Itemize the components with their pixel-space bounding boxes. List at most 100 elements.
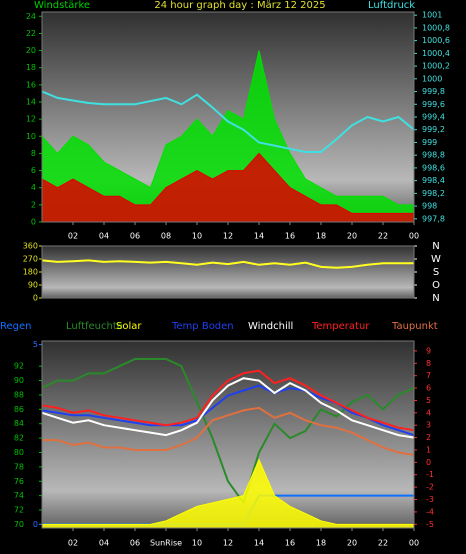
legend-label: Taupunkt [391, 321, 438, 332]
y2-tick-label: 1000 [422, 74, 442, 83]
x-tick-label: 00 [409, 539, 419, 548]
y-tick-label: 92 [14, 362, 24, 371]
y-tick-label: 2 [31, 200, 36, 209]
y-tick-label: 180 [23, 268, 38, 277]
y-tick-label: 6 [31, 166, 36, 175]
x-tick-label: 14 [254, 232, 264, 241]
series-line [41, 358, 415, 506]
y-tick-label: 88 [14, 390, 24, 399]
y2-tick-label: -4 [426, 507, 434, 516]
y-tick-label: 84 [14, 419, 24, 428]
x-tick-label: 02 [68, 232, 78, 241]
y2-tick-label: 5 [426, 396, 431, 405]
chart-title: 24 hour graph day : März 12 2025 [154, 0, 325, 11]
plot-area [42, 341, 414, 528]
x-tick-label: 18 [316, 232, 326, 241]
x-tick-label: 12 [223, 232, 233, 241]
y2-tick-label: -5 [426, 520, 434, 529]
y2-tick-label: 3 [426, 421, 431, 430]
y2-tick-label: 7 [426, 371, 431, 380]
y2-tick-label: 999 [422, 138, 437, 147]
y-tick-label: 14 [26, 98, 36, 107]
legend-label: Regen [0, 321, 32, 332]
y-tick-label: 76 [14, 477, 24, 486]
x-tick-label: 02 [68, 539, 78, 548]
x-tick-label: 10 [192, 232, 202, 241]
plot-area [42, 246, 414, 298]
series-line [41, 384, 415, 437]
y2-tick-label: 0 [426, 458, 431, 467]
y-tick-label: 16 [26, 80, 36, 89]
y2-tick-label: 997,8 [422, 214, 445, 223]
y2-tick-label: -1 [426, 470, 434, 479]
y-tick-label: 70 [14, 520, 24, 529]
y2-tick-label: S [433, 267, 439, 278]
y2-tick-label: 998 [422, 202, 437, 211]
series-line [42, 406, 415, 456]
legend-label: Windchill [248, 321, 293, 332]
y-tick-label: 82 [14, 434, 24, 443]
y2-tick-label: -2 [426, 483, 434, 492]
x-tick-label: 22 [378, 232, 388, 241]
x-tick-label: 16 [285, 232, 295, 241]
x-tick-label: 06 [130, 539, 140, 548]
y2-tick-label: 2 [426, 433, 431, 442]
series-area [41, 50, 415, 223]
y2-tick-label: 999,6 [422, 100, 445, 109]
legend-label: Temperatur [311, 321, 370, 332]
y2-tick-label: 1000,4 [422, 49, 450, 58]
y2-axis-label: Luftdruck [368, 0, 415, 11]
y2-tick-label: O [432, 280, 440, 291]
y3-tick-label: 0 [33, 520, 38, 529]
x-tick-label: 12 [223, 539, 233, 548]
series-line [41, 369, 415, 432]
y2-tick-label: N [432, 241, 439, 252]
y-tick-label: 22 [26, 29, 36, 38]
series-line [41, 259, 414, 269]
y-tick-label: 90 [28, 281, 38, 290]
x-tick-label: 14 [254, 539, 264, 548]
x-tick-label: SunRise [150, 539, 182, 548]
plot-frame [41, 245, 415, 299]
y-tick-label: 72 [14, 506, 24, 515]
y-tick-label: 86 [14, 405, 24, 414]
y2-tick-label: 998,8 [422, 151, 445, 160]
y2-tick-label: 998,2 [422, 189, 445, 198]
x-tick-label: 22 [378, 539, 388, 548]
y-tick-label: 74 [14, 491, 24, 500]
plot-frame [41, 11, 415, 223]
y-tick-label: 0 [31, 218, 36, 227]
y-tick-label: 360 [23, 242, 38, 251]
series-area [41, 152, 415, 223]
y-tick-label: 12 [26, 115, 36, 124]
y-tick-label: 10 [26, 132, 36, 141]
y2-tick-label: 4 [426, 408, 431, 417]
y2-tick-label: -3 [426, 495, 434, 504]
y2-tick-label: 999,8 [422, 87, 445, 96]
y2-tick-label: 1 [426, 445, 431, 454]
y-tick-label: 18 [26, 63, 36, 72]
y2-tick-label: 1000,8 [422, 23, 450, 32]
y-tick-label: 24 [26, 12, 36, 21]
y2-tick-label: 1001 [422, 11, 442, 20]
y2-tick-label: W [431, 254, 441, 265]
x-tick-label: 20 [347, 232, 357, 241]
x-tick-label: 04 [99, 232, 109, 241]
y2-tick-label: 999,4 [422, 113, 445, 122]
y-tick-label: 90 [14, 376, 24, 385]
series-area [41, 458, 415, 529]
x-tick-label: 16 [285, 539, 295, 548]
x-tick-label: 10 [192, 539, 202, 548]
y2-tick-label: 998,4 [422, 176, 445, 185]
x-tick-label: 00 [409, 232, 419, 241]
y-tick-label: 80 [14, 448, 24, 457]
series-line [41, 377, 415, 439]
y2-tick-label: 8 [426, 359, 431, 368]
y2-tick-label: 1000,2 [422, 62, 450, 71]
series-line [41, 90, 415, 153]
y-tick-label: 78 [14, 462, 24, 471]
x-tick-label: 04 [99, 539, 109, 548]
y-tick-label: 20 [26, 46, 36, 55]
y2-tick-label: 9 [426, 346, 431, 355]
